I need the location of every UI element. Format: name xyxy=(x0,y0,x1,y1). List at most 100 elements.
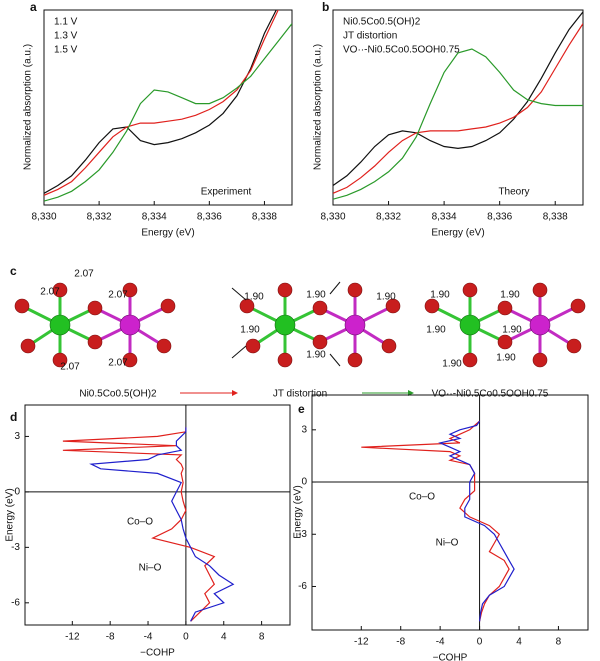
bond-length: 2.07 xyxy=(108,290,128,301)
panel-label: d xyxy=(10,410,17,424)
series-line xyxy=(44,10,279,196)
series-line xyxy=(333,48,583,200)
x-tick-label: -4 xyxy=(436,637,445,648)
oxygen-atom xyxy=(462,352,478,368)
oxygen-atom xyxy=(160,298,176,314)
structure-caption: VO··-Ni0.5Co0.5OOH0.75 xyxy=(432,389,549,400)
bond-length: 1.90 xyxy=(426,325,446,336)
y-tick-label: 3 xyxy=(301,424,307,435)
oxygen-atom xyxy=(532,352,548,368)
oxygen-atom xyxy=(497,334,513,350)
oxygen-atom xyxy=(570,298,586,314)
bond-length: 1.90 xyxy=(306,290,326,301)
x-tick-label: 8,334 xyxy=(432,212,457,223)
oxygen-atom xyxy=(497,300,513,316)
bond-length: 2.07 xyxy=(74,269,94,280)
panel-label: e xyxy=(298,402,305,416)
x-tick-label: 8 xyxy=(556,637,562,648)
bond-length: 1.90 xyxy=(240,325,260,336)
series-line xyxy=(438,420,515,622)
oxygen-atom xyxy=(245,338,261,354)
oxygen-atom xyxy=(14,298,30,314)
bond-length: 2.07 xyxy=(40,287,60,298)
x-tick-label: 8,334 xyxy=(142,212,167,223)
panel-label: a xyxy=(30,0,37,14)
legend-entry: VO··-Ni0.5Co0.5OOH0.75 xyxy=(343,45,460,56)
arrow-head xyxy=(232,390,238,396)
x-tick-label: 8,336 xyxy=(197,212,222,223)
oxygen-atom xyxy=(122,352,138,368)
oxygen-atom xyxy=(424,298,440,314)
bond-length: 1.90 xyxy=(500,290,520,301)
bond-length: 1.90 xyxy=(496,353,516,364)
y-tick-label: -6 xyxy=(298,581,307,592)
cobalt-atom xyxy=(119,314,141,336)
plot-frame xyxy=(43,9,293,206)
x-tick-label: 0 xyxy=(183,632,189,643)
oxygen-atom xyxy=(87,334,103,350)
bond-length: 1.90 xyxy=(430,290,450,301)
y-axis-label: Normalized absorption (a.u.) xyxy=(23,44,34,170)
x-axis-label: Energy (eV) xyxy=(431,228,484,239)
series-line xyxy=(44,23,292,202)
oxygen-atom xyxy=(312,300,328,316)
series-label: Co–O xyxy=(409,492,435,503)
bond-length: 1.90 xyxy=(244,292,264,303)
series-label: Ni–O xyxy=(436,538,459,549)
oxygen-atom xyxy=(312,334,328,350)
oxygen-atom xyxy=(277,352,293,368)
y-tick-label: -3 xyxy=(11,542,20,553)
nickel-atom xyxy=(274,314,296,336)
legend-entry: JT distortion xyxy=(343,31,397,42)
series-line xyxy=(62,427,216,622)
bond-length: 1.90 xyxy=(376,292,396,303)
y-tick-label: -6 xyxy=(11,597,20,608)
x-tick-label: -8 xyxy=(106,632,115,643)
y-axis-label: Normalized absorption (a.u.) xyxy=(313,44,324,170)
annotation: Theory xyxy=(498,187,529,198)
x-axis-label: −COHP xyxy=(433,653,468,661)
structure-caption: JT distortion xyxy=(273,389,327,400)
bond-length: 1.90 xyxy=(306,350,326,361)
oxygen-atom xyxy=(532,282,548,298)
panel-label: b xyxy=(322,0,329,14)
x-tick-label: -4 xyxy=(144,632,153,643)
y-tick-label: 3 xyxy=(14,431,20,442)
x-tick-label: 0 xyxy=(477,637,483,648)
x-tick-label: 8,332 xyxy=(376,212,401,223)
oxygen-atom xyxy=(156,338,172,354)
y-tick-label: -3 xyxy=(298,529,307,540)
plot-frame xyxy=(311,394,589,631)
legend-entry: Ni0.5Co0.5(OH)2 xyxy=(343,17,421,28)
oxygen-atom xyxy=(239,298,255,314)
nickel-atom xyxy=(49,314,71,336)
x-tick-label: 8,338 xyxy=(543,212,568,223)
panel-label: c xyxy=(10,264,17,278)
x-axis-label: Energy (eV) xyxy=(141,228,194,239)
oxygen-atom xyxy=(385,298,401,314)
series-line xyxy=(333,23,583,194)
plot-frame xyxy=(24,404,291,626)
y-tick-label: 0 xyxy=(301,477,307,488)
oxygen-atom xyxy=(381,338,397,354)
bond-length: 1.90 xyxy=(442,359,462,370)
legend-entry: 1.3 V xyxy=(54,31,78,42)
bond-length: 2.07 xyxy=(108,358,128,369)
cobalt-atom xyxy=(529,314,551,336)
series-line xyxy=(44,10,277,194)
x-tick-label: -12 xyxy=(354,637,369,648)
x-tick-label: 8,330 xyxy=(31,212,56,223)
series-line xyxy=(333,11,583,186)
pointer-arrow xyxy=(231,287,247,301)
pointer-arrow xyxy=(231,345,247,359)
y-axis-label: Energy (eV) xyxy=(5,488,16,541)
x-axis-label: −COHP xyxy=(140,648,175,659)
legend-entry: 1.5 V xyxy=(54,45,78,56)
pointer-arrow xyxy=(329,353,341,367)
x-tick-label: 8,338 xyxy=(252,212,277,223)
structure-caption: Ni0.5Co0.5(OH)2 xyxy=(79,389,157,400)
bond-length: 1.90 xyxy=(502,325,522,336)
x-tick-label: -8 xyxy=(396,637,405,648)
x-tick-label: 4 xyxy=(516,637,522,648)
oxygen-atom xyxy=(277,282,293,298)
